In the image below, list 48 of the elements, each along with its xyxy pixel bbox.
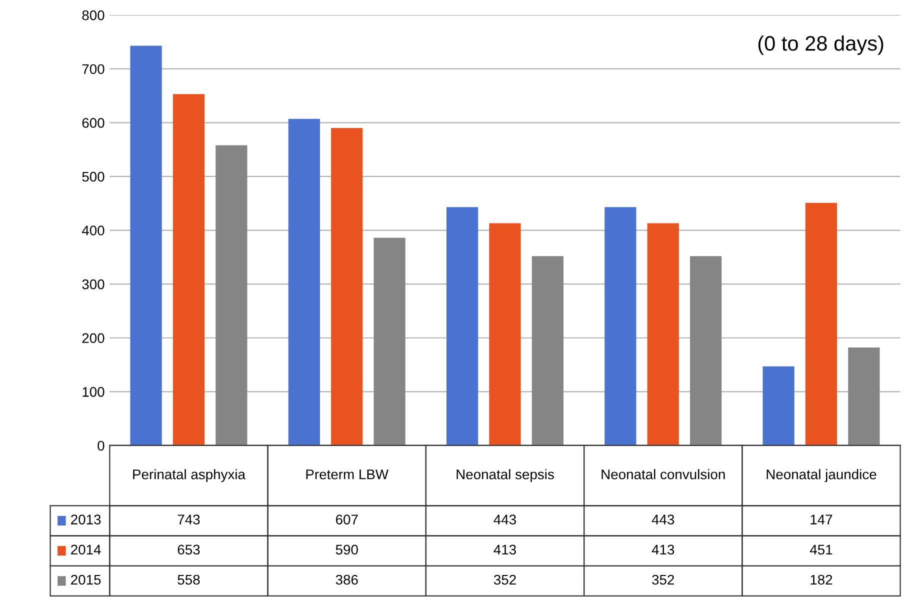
- data-label: 443: [494, 514, 516, 524]
- x-tick-label: Neonatal jaundice: [766, 469, 876, 482]
- x-tick-label: Perinatal asphyxia: [133, 469, 246, 482]
- y-tick-label: 100: [82, 387, 104, 397]
- bar: [604, 207, 636, 446]
- data-label: 743: [178, 514, 200, 524]
- y-tick-label: 0: [98, 440, 104, 451]
- data-label: 443: [652, 514, 674, 524]
- data-label: 352: [652, 574, 674, 585]
- data-label: 558: [178, 574, 200, 585]
- y-tick-label: 400: [82, 226, 104, 236]
- x-tick-label: Preterm LBW: [306, 470, 388, 480]
- y-tick-label: 300: [82, 279, 104, 290]
- bar: [647, 223, 679, 446]
- data-label: 590: [336, 544, 358, 555]
- y-tick-label: 600: [82, 118, 104, 128]
- bar: [331, 128, 363, 446]
- bar: [762, 366, 794, 446]
- bar: [848, 348, 880, 446]
- bar: [805, 202, 838, 446]
- bar: [130, 46, 162, 446]
- legend-label: 2014: [71, 544, 101, 555]
- data-label: 607: [336, 514, 358, 524]
- bar: [690, 256, 722, 446]
- x-tick-label: Neonatal convulsion: [602, 469, 725, 480]
- bar: [172, 94, 205, 446]
- data-label: 147: [810, 514, 832, 524]
- data-label: 413: [494, 544, 516, 555]
- bar: [532, 256, 564, 446]
- y-tick-label: 200: [82, 333, 104, 344]
- legend-label: 2015: [71, 574, 101, 585]
- data-label: 653: [178, 544, 200, 555]
- annotation: (0 to 28 days): [758, 35, 884, 55]
- data-label: 451: [810, 544, 832, 555]
- legend-label: 2013: [71, 514, 101, 524]
- data-label: 182: [810, 574, 832, 585]
- bar: [489, 223, 521, 446]
- data-label: 386: [336, 574, 358, 585]
- y-tick-label: 800: [82, 10, 104, 20]
- bar: [216, 145, 248, 446]
- x-tick-label: Neonatal sepsis: [456, 469, 554, 482]
- bar: [446, 207, 478, 446]
- y-tick-label: 700: [82, 64, 104, 74]
- y-tick-label: 500: [82, 172, 104, 182]
- data-label: 352: [494, 574, 516, 585]
- bar: [374, 238, 406, 446]
- data-label: 413: [652, 544, 674, 555]
- bar: [288, 118, 320, 446]
